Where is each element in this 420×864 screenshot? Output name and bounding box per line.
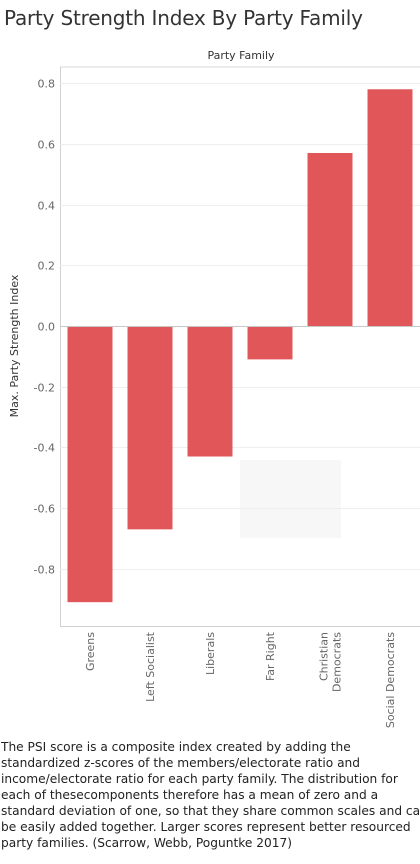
x-tick-label: Greens: [84, 632, 97, 671]
bar-chart: Party Family Max. Party Strength Index 0…: [8, 49, 420, 728]
y-tick-label: -0.8: [34, 564, 55, 577]
chart-title: Party Strength Index By Party Family: [4, 6, 363, 30]
bar[interactable]: [247, 326, 293, 360]
y-tick-label: 0.0: [38, 321, 56, 334]
caption-text: The PSI score is a composite index creat…: [1, 739, 420, 851]
x-tick-label-line: Social Democrats: [384, 632, 397, 728]
x-tick-label-line: Far Right: [264, 631, 277, 681]
caption-line: income/electorate ratio for each party f…: [1, 772, 398, 786]
x-tick-label: Liberals: [204, 632, 217, 675]
bar[interactable]: [67, 326, 113, 603]
caption-line: standard deviation of one, so that they …: [1, 804, 420, 818]
y-tick-label: -0.6: [34, 503, 55, 516]
caption-line: The PSI score is a composite index creat…: [1, 740, 351, 754]
x-tick-label-line: Greens: [84, 632, 97, 671]
y-tick-label: 0.8: [38, 78, 56, 91]
caption-line: standardized z-scores of the members/ele…: [1, 756, 361, 770]
x-tick-label: Far Right: [264, 631, 277, 681]
y-tick-label: 0.4: [38, 200, 56, 213]
bar[interactable]: [307, 153, 353, 326]
x-tick-label: Social Democrats: [384, 632, 397, 728]
bar[interactable]: [367, 89, 413, 327]
y-tick-label: -0.2: [34, 382, 55, 395]
caption-line: be easily added together. Larger scores …: [1, 820, 411, 834]
x-tick-label-line: Democrats: [331, 632, 344, 692]
x-tick-label: Left Socialist: [144, 631, 157, 702]
bar[interactable]: [187, 326, 233, 457]
y-axis-title: Max. Party Strength Index: [8, 274, 21, 417]
tooltip-ghost: [240, 460, 341, 538]
bar[interactable]: [127, 326, 173, 530]
column-header: Party Family: [207, 49, 275, 62]
y-tick-label: 0.6: [38, 139, 56, 152]
caption-line: party families. (Scarrow, Webb, Poguntke…: [1, 836, 292, 850]
caption-line: each of thesecomponents therefore has a …: [1, 788, 379, 802]
x-tick-label-line: Liberals: [204, 632, 217, 675]
x-tick-label-line: Christian: [318, 632, 331, 681]
y-tick-label: 0.2: [38, 260, 56, 273]
x-tick-label-line: Left Socialist: [144, 631, 157, 702]
y-tick-label: -0.4: [34, 442, 55, 455]
x-tick-label: ChristianDemocrats: [318, 632, 344, 692]
